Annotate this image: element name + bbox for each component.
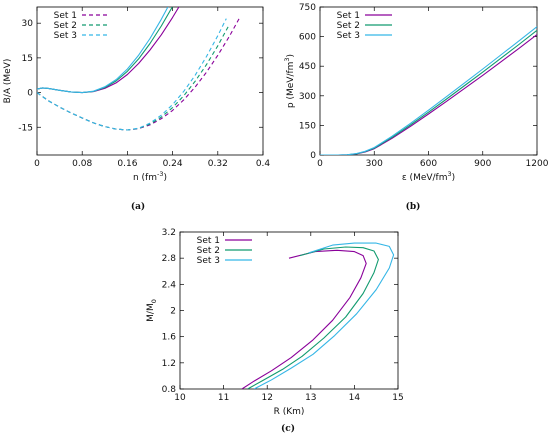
y-tick-label: 600: [299, 33, 316, 43]
series-line-set-2: [320, 29, 537, 155]
legend-label: Set 3: [197, 256, 220, 266]
y-axis-label: p (MeV/fm3): [283, 54, 296, 108]
y-tick-label: 300: [299, 92, 316, 102]
plot-frame: [36, 6, 264, 156]
legend-label: Set 2: [337, 21, 360, 31]
x-tick-label: 0: [34, 159, 40, 169]
y-tick-label: 15: [22, 54, 33, 64]
figure-caption: (b): [406, 201, 421, 212]
x-tick-label: 0.16: [117, 159, 137, 169]
y-tick-label: 1.2: [162, 359, 176, 369]
x-tick-label: 900: [474, 159, 491, 169]
x-tick-label: 0.32: [208, 159, 228, 169]
legend-label: Set 1: [54, 11, 77, 21]
y-tick-label: 3.2: [162, 228, 176, 238]
x-tick-label: 0.24: [163, 159, 183, 169]
x-axis-label: ε (MeV/fm3): [402, 170, 455, 183]
y-tick-label: -15: [18, 123, 33, 133]
legend-label: Set 2: [197, 246, 220, 256]
series-line-set-3-solid: [37, 7, 169, 94]
x-tick-label: 600: [420, 159, 437, 169]
y-tick-label: 750: [299, 3, 316, 13]
x-tick-label: 14: [349, 393, 361, 403]
series-line-set-3: [320, 26, 537, 155]
figure-caption: (a): [131, 201, 145, 212]
legend-label: Set 2: [54, 21, 77, 31]
x-tick-label: 0.08: [72, 159, 92, 169]
x-tick-label: 11: [218, 393, 229, 403]
y-tick-label: 2.8: [162, 254, 177, 264]
y-tick-label: 0.8: [162, 385, 177, 395]
series-group: [320, 26, 537, 155]
y-axis-label: B/A (MeV): [3, 59, 13, 104]
legend-label: Set 3: [337, 31, 360, 41]
x-tick-label: 1200: [526, 159, 549, 169]
x-tick-label: 0: [317, 159, 323, 169]
y-tick-label: 0: [310, 151, 316, 161]
chart-a: 0 0.08 0.16 0.24 0.32 0.4 -15 0 15 30 n (fm-3) B/A …: [3, 6, 271, 212]
y-axis-label: M/M0: [146, 299, 158, 322]
x-tick-label: 10: [174, 393, 186, 403]
y-tick-label: 450: [299, 62, 316, 72]
legend-label: Set 3: [54, 31, 77, 41]
figure-caption: (c): [281, 423, 295, 434]
x-axis-label: R (Km): [274, 407, 305, 417]
x-tick-label: 15: [392, 393, 403, 403]
series-line-set-1: [241, 249, 367, 389]
y-tick-label: 150: [299, 121, 316, 131]
x-tick-label: 0.4: [256, 159, 271, 169]
legend-label: Set 1: [197, 236, 220, 246]
series-line-set-2: [247, 246, 379, 389]
x-tick-label: 13: [305, 393, 316, 403]
chart-c: 10 11 12 13 14 15 0.8 1.2 1.6 2 2.4 2.8 3.2 R (Km) M/M…: [146, 228, 404, 434]
legend-label: Set 1: [337, 11, 360, 21]
y-tick-label: 0: [27, 89, 33, 99]
y-tick-label: 30: [22, 19, 34, 29]
x-tick-label: 300: [366, 159, 383, 169]
series-group: [37, 7, 241, 131]
series-line-set-3: [253, 242, 395, 389]
series-line-set-3-dashed: [37, 18, 227, 131]
y-tick-label: 2.4: [162, 280, 177, 290]
series-group: [241, 242, 395, 389]
y-tick-label: 2: [170, 307, 176, 317]
x-tick-label: 12: [261, 393, 272, 403]
x-axis-label: n (fm-3): [133, 170, 167, 183]
chart-b: 0 300 600 900 1200 0 150 300 450 600 750 ε (MeV/fm3…: [283, 3, 549, 212]
y-tick-label: 1.6: [162, 333, 177, 343]
